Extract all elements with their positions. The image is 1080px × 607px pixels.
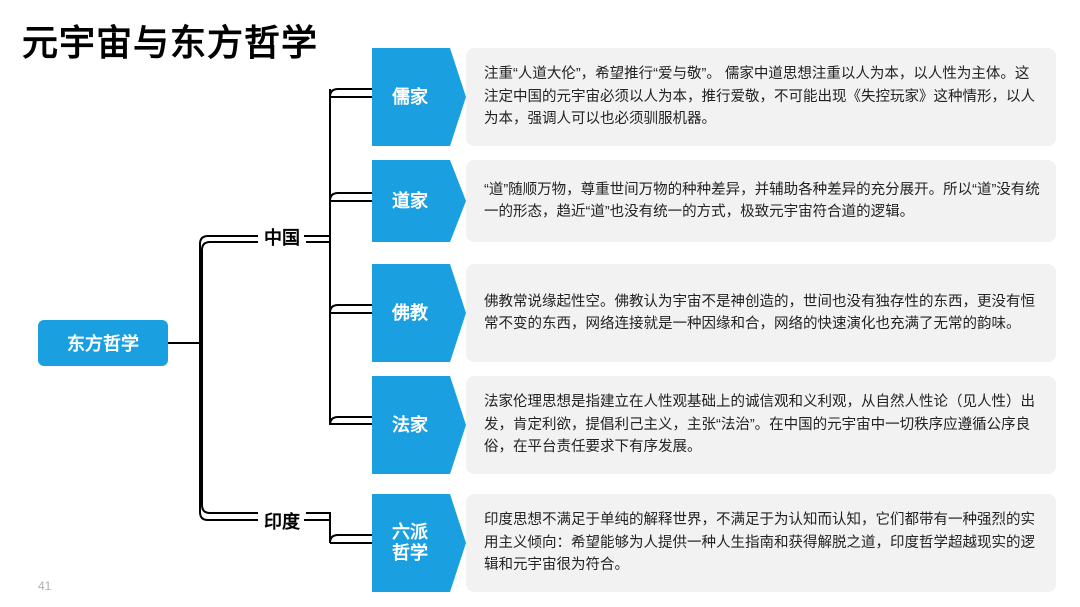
badge-fa: 法家 [372, 376, 450, 474]
row-liu: 六派 哲学 印度思想不满足于单纯的解释世界，不满足于为认知而认知，它们都带有一种… [372, 494, 1056, 592]
desc-liu: 印度思想不满足于单纯的解释世界，不满足于为认知而认知，它们都带有一种强烈的实用主… [466, 494, 1056, 592]
desc-ru: 注重“人道大伦”，希望推行“爱与敬”。 儒家中道思想注重以人为本，以人性为主体。… [466, 48, 1056, 146]
badge-liu: 六派 哲学 [372, 494, 450, 592]
desc-dao: “道”随顺万物，尊重世间万物的种种差异，并辅助各种差异的充分展开。所以“道”没有… [466, 160, 1056, 242]
badge-liu-label: 六派 哲学 [392, 522, 428, 563]
badge-fo-label: 佛教 [392, 303, 428, 324]
root-node-label: 东方哲学 [67, 330, 139, 356]
badge-ru: 儒家 [372, 48, 450, 146]
row-fa: 法家 法家伦理思想是指建立在人性观基础上的诚信观和义利观，从自然人性论（见人性）… [372, 376, 1056, 474]
badge-fo: 佛教 [372, 264, 450, 362]
row-dao: 道家 “道”随顺万物，尊重世间万物的种种差异，并辅助各种差异的充分展开。所以“道… [372, 160, 1056, 242]
root-node: 东方哲学 [38, 320, 168, 366]
badge-dao-label: 道家 [392, 191, 428, 212]
branch-label-india: 印度 [264, 508, 300, 534]
slide: 元宇宙与东方哲学 41 [0, 0, 1080, 607]
badge-fa-label: 法家 [392, 415, 428, 436]
branch-label-china: 中国 [264, 224, 300, 250]
badge-dao: 道家 [372, 160, 450, 242]
row-ru: 儒家 注重“人道大伦”，希望推行“爱与敬”。 儒家中道思想注重以人为本，以人性为… [372, 48, 1056, 146]
desc-fo: 佛教常说缘起性空。佛教认为宇宙不是神创造的，世间也没有独存性的东西，更没有恒常不… [466, 264, 1056, 362]
page-number: 41 [38, 579, 51, 593]
badge-ru-label: 儒家 [392, 87, 428, 108]
row-fo: 佛教 佛教常说缘起性空。佛教认为宇宙不是神创造的，世间也没有独存性的东西，更没有… [372, 264, 1056, 362]
slide-title: 元宇宙与东方哲学 [22, 14, 318, 66]
desc-fa: 法家伦理思想是指建立在人性观基础上的诚信观和义利观，从自然人性论（见人性）出发，… [466, 376, 1056, 474]
